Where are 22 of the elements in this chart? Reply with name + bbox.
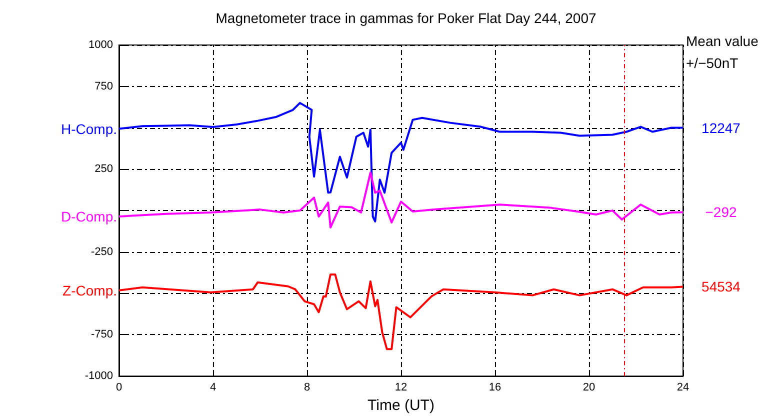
text: 54534 — [702, 278, 741, 295]
y-tick-label: 1000 — [88, 39, 113, 51]
text: Mean value +/−50nT — [686, 33, 759, 71]
text: 12247 — [702, 120, 741, 136]
text: −292 — [705, 204, 737, 220]
x-tick-label: 20 — [582, 382, 596, 394]
series-label: D-Comp. — [60, 208, 117, 225]
x-tick-label: 16 — [488, 382, 502, 394]
series-label: Z-Comp. — [62, 282, 117, 298]
chart-title: Magnetometer trace in gammas for Poker Flat Day 244, 2007 — [216, 10, 596, 26]
x-tick-label: 8 — [304, 382, 310, 394]
x-axis-title: Time (UT) — [368, 397, 434, 414]
y-tick-label: -1000 — [84, 370, 113, 382]
x-tick-label: 12 — [394, 382, 408, 394]
y-tick-label: 250 — [94, 163, 113, 176]
series-label: H-Comp. — [60, 120, 117, 137]
y-tick-label: 750 — [94, 80, 113, 92]
x-tick-label: 24 — [676, 382, 690, 394]
y-tick-label: -250 — [90, 246, 113, 258]
y-tick-label: -750 — [90, 328, 113, 341]
x-tick-label: 0 — [116, 382, 122, 394]
x-tick-label: 4 — [210, 382, 216, 394]
